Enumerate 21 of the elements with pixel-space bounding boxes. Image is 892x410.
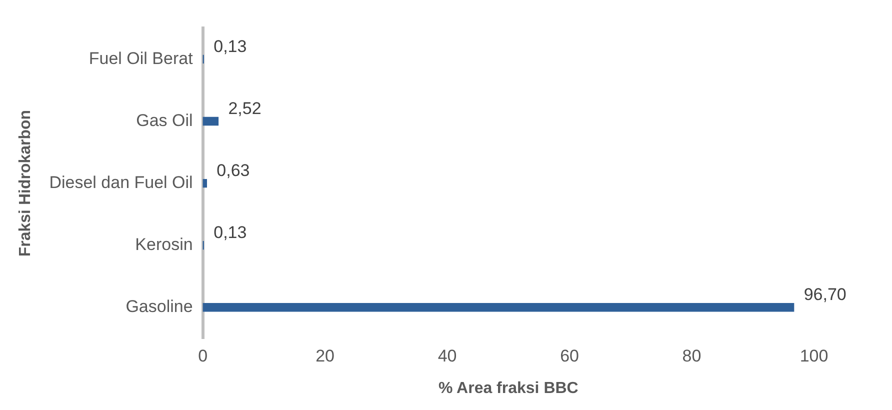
data-label: 96,70	[804, 285, 846, 304]
data-label: 0,13	[214, 36, 247, 56]
data-label: 2,52	[228, 98, 262, 118]
y-tick-label: Gasoline	[126, 297, 193, 316]
data-label: 0,13	[214, 223, 247, 242]
x-tick-label: 20	[316, 346, 335, 366]
y-axis-title: Fraksi Hidrokarbon	[17, 110, 34, 257]
bar	[202, 303, 794, 312]
y-tick-label: Kerosin	[135, 235, 193, 254]
y-tick-label: Fuel Oil Berat	[88, 48, 194, 68]
y-tick-label: Diesel dan Fuel Oil	[49, 172, 193, 192]
x-tick-label: 40	[438, 346, 457, 366]
bar	[202, 116, 219, 126]
y-tick-label: Gas Oil	[136, 110, 193, 130]
x-tick-label: 0	[198, 346, 208, 366]
bar	[202, 178, 207, 188]
x-axis-title: % Area fraksi BBC	[438, 380, 579, 397]
x-tick-label: 80	[682, 346, 702, 366]
x-tick-label: 60	[560, 346, 579, 366]
x-tick-label: 100	[800, 346, 828, 366]
data-label: 0,63	[216, 160, 250, 180]
